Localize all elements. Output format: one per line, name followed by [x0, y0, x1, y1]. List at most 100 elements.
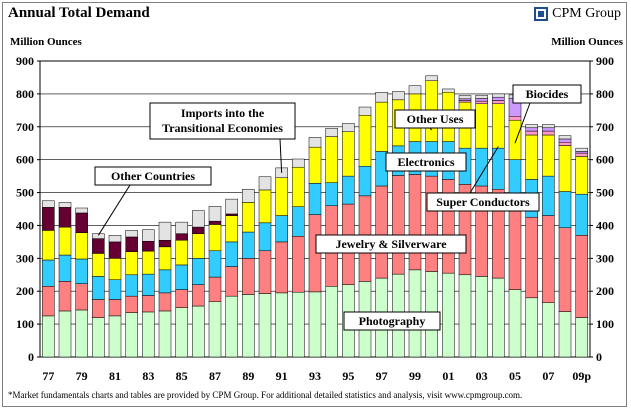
y-tick-label-right: 500	[596, 186, 614, 200]
bar-imports-into-the-transitional-economies	[225, 198, 238, 215]
bar-photography	[175, 307, 188, 358]
bar-other-uses	[292, 166, 305, 207]
bar-jewelry-silverware	[375, 185, 388, 279]
x-tick-label: 97	[376, 369, 388, 383]
bar-photography	[308, 291, 322, 358]
x-tick-label: 77	[42, 369, 54, 383]
bar-jewelry-silverware	[75, 283, 88, 311]
callout-leader-other-countries	[97, 184, 131, 236]
bar-jewelry-silverware	[125, 295, 138, 313]
bar-other-uses	[42, 230, 55, 261]
bar-electronics	[325, 182, 338, 206]
bar-imports-into-the-transitional-economies	[208, 206, 222, 222]
callout-box-photography	[343, 311, 441, 331]
y-tick-label-right: 300	[596, 251, 614, 265]
bar-imports-into-the-transitional-economies	[575, 147, 588, 152]
bar-other-uses	[508, 119, 522, 160]
y-tick-label-right: 200	[596, 284, 614, 298]
bar-imports-into-the-transitional-economies	[542, 124, 555, 129]
bar-super-conductors	[542, 130, 555, 136]
bar-electronics	[158, 269, 172, 294]
bar-electronics	[225, 241, 238, 267]
bar-jewelry-silverware	[242, 258, 255, 295]
bar-electronics	[42, 259, 55, 287]
bar-photography	[442, 272, 455, 358]
bar-super-conductors	[575, 152, 588, 157]
callout-box-biocides	[512, 84, 582, 104]
bar-biocides	[475, 98, 488, 102]
bar-photography	[225, 295, 238, 358]
bar-jewelry-silverware	[192, 284, 205, 307]
bar-jewelry-silverware	[158, 292, 172, 312]
callout-label-photography: Photography	[359, 314, 426, 328]
bar-photography	[508, 289, 522, 358]
bar-other-uses	[375, 101, 388, 152]
y-axis-label-right: Million Ounces	[551, 36, 623, 48]
y-tick-label-right: 900	[596, 54, 614, 68]
bar-electronics	[558, 191, 572, 228]
x-tick-label: 07	[542, 369, 554, 383]
x-tick-label: 79	[76, 369, 88, 383]
bar-jewelry-silverware	[225, 266, 238, 297]
bar-other-uses	[192, 233, 205, 259]
bar-photography	[492, 277, 505, 358]
bar-other-countries	[208, 220, 222, 225]
y-tick-label-left: 500	[16, 186, 34, 200]
bar-imports-into-the-transitional-economies	[192, 210, 205, 228]
bar-other-uses	[525, 134, 538, 180]
bar-other-countries	[75, 212, 88, 233]
bar-jewelry-silverware	[575, 235, 588, 318]
bar-imports-into-the-transitional-economies	[425, 75, 438, 81]
bar-electronics	[75, 258, 88, 284]
bar-jewelry-silverware	[175, 289, 188, 308]
bar-electronics	[542, 175, 555, 216]
bar-imports-into-the-transitional-economies	[442, 88, 455, 93]
chart-title: Annual Total Demand	[8, 5, 150, 21]
callout-label-super-conductors: Super Conductors	[436, 195, 530, 209]
bar-jewelry-silverware	[258, 250, 272, 294]
bar-other-countries	[142, 240, 155, 252]
bar-photography	[575, 317, 588, 358]
bar-biocides	[492, 96, 505, 101]
bar-other-countries	[58, 207, 72, 228]
y-tick-label-left: 700	[16, 120, 34, 134]
bar-electronics	[342, 175, 355, 205]
bar-imports-into-the-transitional-economies	[175, 221, 188, 234]
bar-photography	[558, 311, 572, 358]
x-tick-label: 93	[309, 369, 321, 383]
callout-box-imports-into-the-transitional-economies	[149, 102, 296, 140]
bar-electronics	[92, 276, 105, 300]
bar-jewelry-silverware	[58, 281, 72, 312]
bar-super-conductors	[525, 130, 538, 136]
x-tick-label: 09p	[572, 369, 591, 383]
x-tick-label: 87	[209, 369, 221, 383]
footnote: *Market fundamentals charts and tables a…	[8, 390, 523, 400]
bar-jewelry-silverware	[292, 236, 305, 293]
x-tick-label: 81	[109, 369, 121, 383]
y-tick-label-right: 100	[596, 317, 614, 331]
y-tick-label-left: 0	[28, 350, 34, 364]
y-tick-label-left: 300	[16, 251, 34, 265]
bar-other-uses	[125, 251, 138, 276]
bar-super-conductors	[492, 100, 505, 105]
bar-electronics	[292, 206, 305, 237]
bar-electronics	[308, 183, 322, 215]
bar-imports-into-the-transitional-economies	[558, 135, 572, 140]
callout-label-biocides: Biocides	[526, 87, 569, 101]
bar-other-uses	[242, 202, 255, 233]
y-tick-label-right: 700	[596, 120, 614, 134]
bar-electronics	[192, 258, 205, 285]
bar-jewelry-silverware	[92, 299, 105, 318]
bar-jewelry-silverware	[542, 215, 555, 303]
bar-imports-into-the-transitional-economies	[342, 123, 355, 132]
x-tick-label: 89	[242, 369, 254, 383]
bar-biocides	[558, 138, 572, 143]
x-tick-label: 05	[509, 369, 521, 383]
callout-label-jewelry-silverware: Jewelry & Silverware	[335, 237, 447, 251]
x-tick-label: 85	[176, 369, 188, 383]
callout-leader-super-conductors	[469, 146, 499, 194]
bar-other-uses	[158, 246, 172, 271]
callout-leader-biocides	[514, 102, 531, 144]
x-tick-label: 99	[409, 369, 421, 383]
callout-label-electronics: Electronics	[397, 155, 454, 169]
